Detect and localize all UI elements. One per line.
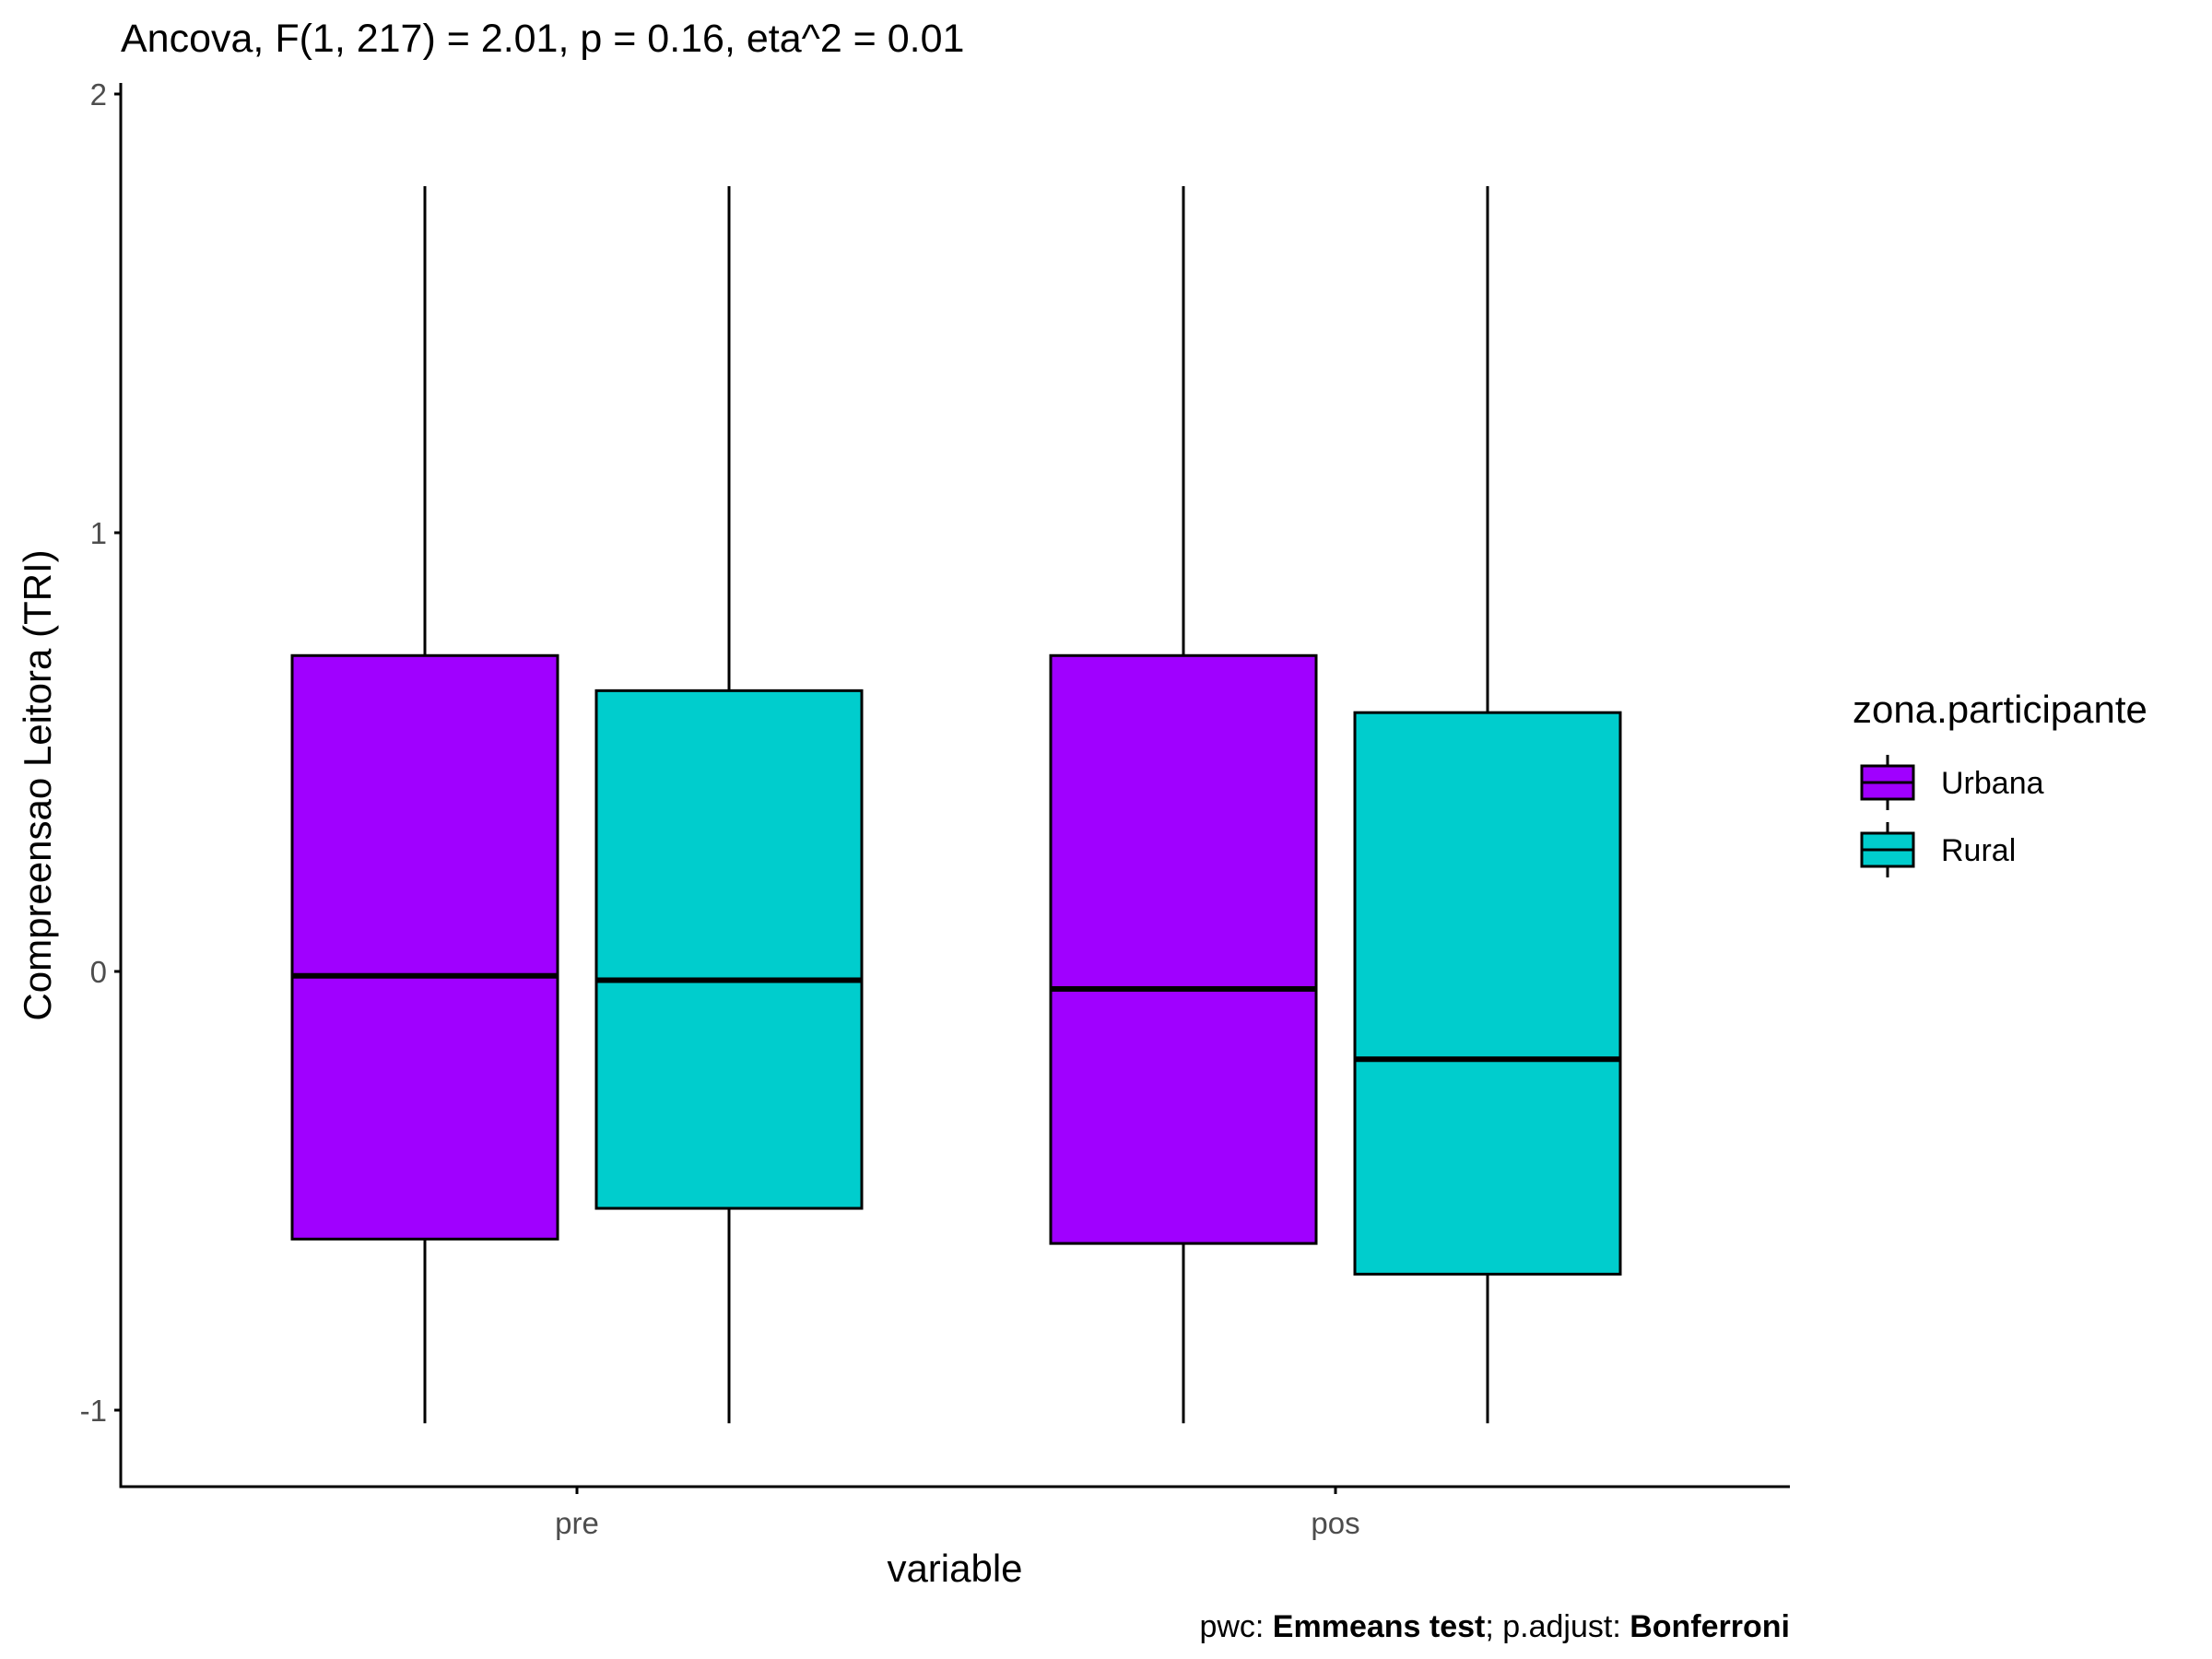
box-body: [1353, 711, 1622, 1276]
chart-title: Ancova, F(1, 217) = 2.01, p = 0.16, eta^…: [121, 17, 964, 61]
box-urbana-pos: [1049, 185, 1318, 1424]
caption-part: Emmeans test: [1273, 1609, 1486, 1644]
legend: zona.participante Urbana Rural: [1853, 688, 2147, 877]
box-rural-pre: [594, 185, 864, 1424]
y-axis-title: Compreensao Leitora (TRI): [16, 549, 59, 1020]
legend-label: Rural: [1941, 833, 2016, 868]
legend-item-rural: Rural: [1860, 822, 2016, 877]
legend-label: Urbana: [1941, 766, 2044, 801]
legend-item-urbana: Urbana: [1860, 755, 2044, 810]
box-urbana-pre: [290, 185, 559, 1424]
box-body: [290, 653, 559, 1241]
x-tick-label: pre: [555, 1506, 599, 1540]
plot-area: [290, 185, 1622, 1424]
caption: pwc: Emmeans test; p.adjust: Bonferroni: [1199, 1609, 1790, 1644]
y-tick-label: 1: [90, 516, 107, 550]
x-axis-title: variable: [887, 1547, 1022, 1590]
box-body: [594, 688, 864, 1210]
x-tick-label: pos: [1311, 1506, 1359, 1540]
box-body: [1049, 653, 1318, 1245]
caption-part: ; p.adjust:: [1485, 1609, 1630, 1644]
y-tick-label: 0: [90, 955, 107, 989]
y-tick-label: -1: [80, 1394, 107, 1428]
caption-part: pwc:: [1199, 1609, 1272, 1644]
y-tick-label: 2: [90, 77, 107, 112]
y-axis-ticks: -1 0 1 2: [80, 77, 121, 1428]
box-rural-pos: [1353, 185, 1622, 1424]
x-axis-ticks: pre pos: [555, 1487, 1360, 1540]
legend-title: zona.participante: [1853, 688, 2147, 731]
caption-part: Bonferroni: [1630, 1609, 1790, 1644]
